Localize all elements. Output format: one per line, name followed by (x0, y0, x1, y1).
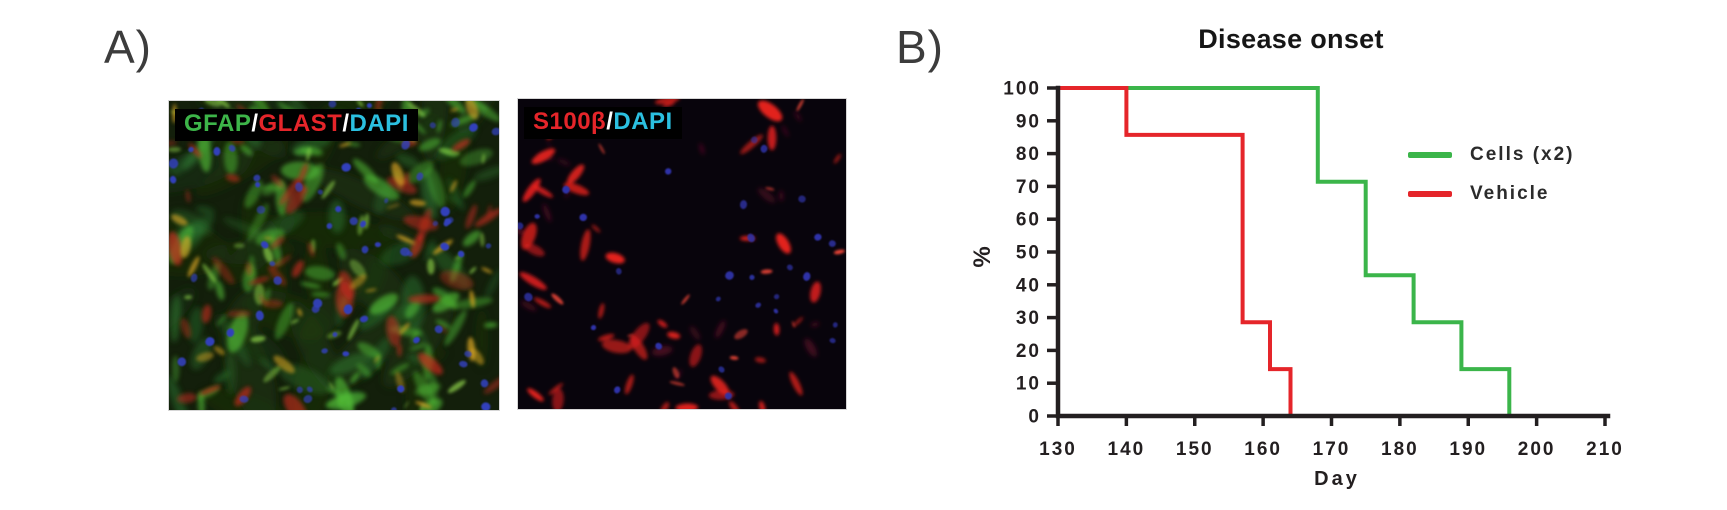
caption-part: GFAP (184, 110, 252, 137)
x-tick-label: 150 (1176, 439, 1214, 460)
chart-title: Disease onset (1198, 24, 1384, 54)
axes (1055, 85, 1611, 419)
y-tick-label: 80 (1016, 144, 1041, 165)
x-tick-label: 180 (1381, 439, 1419, 460)
y-tick-label: 60 (1016, 210, 1041, 231)
legend-label: Cells (x2) (1470, 144, 1575, 165)
x-tick-label: 160 (1244, 439, 1282, 460)
image-caption-s100b-dapi: S100β/DAPI (524, 107, 682, 140)
y-tick-label: 10 (1016, 374, 1041, 395)
microscopy-image-s100b-dapi: S100β/DAPI (517, 98, 847, 410)
legend-item-vehicle: Vehicle (1408, 183, 1574, 205)
y-tick-label: 20 (1016, 341, 1041, 362)
y-tick-label: 30 (1016, 308, 1041, 329)
series-line-0 (1058, 86, 1512, 416)
x-tick-label: 140 (1108, 439, 1146, 460)
legend-item-cells-x2: Cells (x2) (1408, 144, 1574, 166)
chart-legend: Cells (x2) Vehicle (1408, 144, 1574, 222)
caption-part: DAPI (613, 108, 673, 135)
x-tick-label: 210 (1586, 439, 1624, 460)
legend-swatch (1408, 191, 1452, 197)
caption-part: S100β (533, 108, 607, 135)
y-tick-label: 50 (1016, 243, 1041, 264)
x-tick-label: 200 (1518, 439, 1556, 460)
x-tick-label: 130 (1039, 439, 1077, 460)
legend-swatch (1408, 152, 1452, 158)
y-tick-label: 90 (1016, 111, 1041, 132)
legend-label: Vehicle (1470, 183, 1550, 204)
x-axis-label: Day (1314, 468, 1360, 490)
panel-b-label: B) (896, 21, 944, 73)
y-tick-label: 70 (1016, 177, 1041, 198)
x-tick-label: 170 (1313, 439, 1351, 460)
fluorescence-art-s100b-dapi (518, 99, 846, 409)
series-line-1 (1058, 86, 1293, 416)
panel-a-label: A) (104, 21, 152, 73)
caption-part: DAPI (349, 110, 409, 137)
y-tick-label: 40 (1016, 275, 1041, 296)
image-caption-gfap-glast-dapi: GFAP/GLAST/DAPI (175, 109, 418, 142)
caption-part: / (606, 108, 614, 135)
y-tick-label: 100 (1003, 79, 1041, 100)
caption-part: GLAST (258, 110, 343, 137)
y-axis-label: % (969, 246, 996, 267)
caption-part: / (251, 110, 259, 137)
x-tick-label: 190 (1449, 439, 1487, 460)
microscopy-image-gfap-glast-dapi: GFAP/GLAST/DAPI (168, 100, 500, 411)
caption-part: / (342, 110, 350, 137)
survival-chart: 0 10 20 30 40 50 60 70 80 90 100 130 140 150 160 170 180… (969, 79, 1624, 491)
y-tick-label: 0 (1028, 407, 1041, 428)
fluorescence-art-gfap-glast-dapi (169, 101, 499, 410)
